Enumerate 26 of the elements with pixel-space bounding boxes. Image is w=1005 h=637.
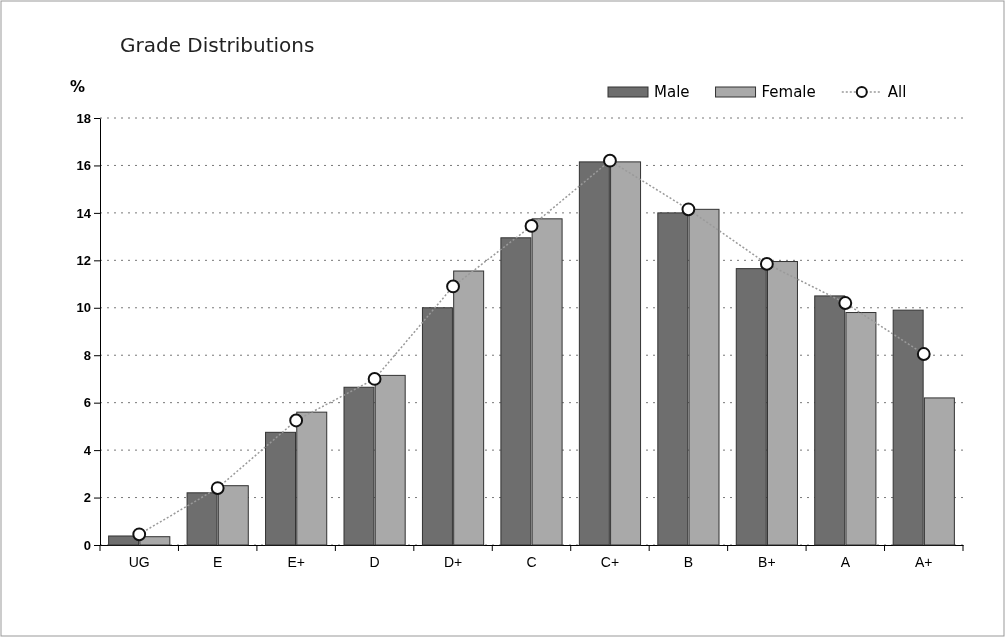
y-tick-label: 16 — [76, 158, 91, 174]
y-tick-label: 18 — [76, 110, 91, 126]
x-tick-label: C+ — [600, 553, 620, 570]
legend-label: Male — [654, 83, 690, 101]
x-tick-label: A+ — [915, 553, 933, 570]
y-axis-title: % — [69, 78, 85, 96]
legend-label: Female — [761, 83, 816, 101]
x-tick-label: E — [213, 553, 223, 570]
x-tick-label: D — [369, 553, 380, 570]
y-tick-label: 10 — [76, 300, 91, 316]
x-tick-label: A — [840, 553, 851, 570]
x-tick-label: D+ — [443, 553, 463, 570]
y-tick-label: 0 — [83, 537, 91, 553]
y-tick-label: 2 — [83, 490, 91, 506]
chart-title: Grade Distributions — [120, 33, 315, 57]
y-tick-label: 8 — [83, 347, 91, 363]
y-tick-label: 6 — [83, 395, 91, 411]
y-tick-label: 4 — [83, 442, 92, 458]
y-tick-label: 14 — [76, 205, 92, 221]
x-tick-label: C — [526, 553, 537, 570]
x-tick-label: B — [683, 553, 694, 570]
x-tick-label: B+ — [758, 553, 776, 570]
legend-label: All — [887, 83, 907, 101]
x-tick-label: UG — [128, 553, 150, 570]
x-tick-label: E+ — [287, 553, 305, 570]
y-tick-label: 12 — [76, 252, 91, 268]
